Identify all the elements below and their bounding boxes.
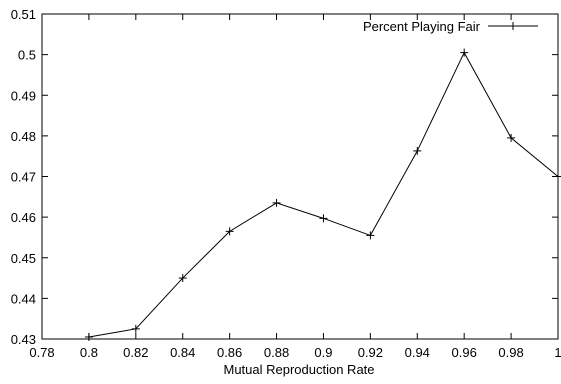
x-axis-label: Mutual Reproduction Rate (223, 362, 374, 377)
x-tick-label: 0.82 (123, 345, 148, 360)
data-point (366, 231, 375, 240)
data-point (272, 198, 281, 207)
plot-frame (41, 13, 559, 340)
y-tick-label: 0.49 (11, 88, 36, 103)
legend-marker (509, 22, 517, 30)
x-tick-label: 0.8 (80, 345, 98, 360)
y-tick-label: 0.44 (11, 291, 36, 306)
x-tick-label: 0.9 (314, 345, 332, 360)
data-point (178, 274, 187, 283)
y-tick-label: 0.51 (11, 7, 36, 22)
x-tick-label: 0.96 (452, 345, 477, 360)
legend: Percent Playing Fair (363, 19, 538, 34)
data-point (131, 324, 140, 333)
series-line (88, 51, 559, 338)
data-point (460, 48, 469, 57)
data-point (319, 214, 328, 223)
x-tick-label: 0.88 (264, 345, 289, 360)
y-tick-label: 0.48 (11, 129, 36, 144)
data-point (413, 146, 422, 155)
y-tick-label: 0.5 (18, 48, 36, 63)
legend-label: Percent Playing Fair (363, 19, 481, 34)
x-tick-label: 1 (554, 345, 561, 360)
y-tick-label: 0.43 (11, 332, 36, 347)
x-tick-label: 0.92 (358, 345, 383, 360)
x-tick-label: 0.78 (29, 345, 54, 360)
y-tick-label: 0.45 (11, 251, 36, 266)
data-point (507, 133, 516, 142)
y-tick-label: 0.47 (11, 170, 36, 185)
data-point (84, 332, 93, 341)
x-tick-label: 0.84 (170, 345, 195, 360)
x-tick-label: 0.94 (405, 345, 430, 360)
x-tick-label: 0.86 (217, 345, 242, 360)
x-tick-label: 0.98 (498, 345, 523, 360)
y-tick-label: 0.46 (11, 210, 36, 225)
data-point (225, 227, 234, 236)
